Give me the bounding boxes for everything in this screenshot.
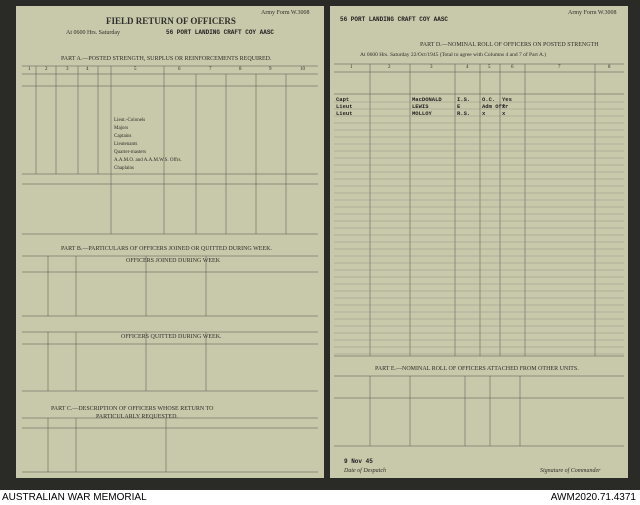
rank: Quarter-masters <box>114 150 147 155</box>
rank: A.A.M.O. and A.A.M.W.S. Offrs. <box>114 158 182 163</box>
rank: Lieutenants <box>114 142 138 147</box>
accession-number: AWM2020.71.4371 <box>550 492 636 503</box>
archive-name: AUSTRALIAN WAR MEMORIAL <box>2 492 147 503</box>
roll-entry: Lieut <box>336 103 353 110</box>
roll-entry: Lieut <box>336 110 353 117</box>
rank: Captains <box>114 134 132 139</box>
roll-entry: Capt <box>336 96 350 103</box>
scan: Army Form W.3008 FIELD RETURN OF OFFICER… <box>0 0 640 490</box>
rank: Chaplains <box>114 166 134 171</box>
form-ref: Army Form W.3008 <box>568 10 617 16</box>
subheading: OFFICERS QUITTED DURING WEEK. <box>121 334 222 340</box>
column-number: 7 <box>558 65 561 70</box>
column-number: 2 <box>45 67 48 72</box>
column-number: 6 <box>511 65 514 70</box>
column-number: 5 <box>488 65 491 70</box>
part-heading: PART A.—POSTED STRENGTH, SURPLUS OR REIN… <box>61 56 272 62</box>
column-number: 10 <box>300 67 305 72</box>
roll-entry: LEWIS <box>412 103 429 110</box>
part-heading: PART C.—DESCRIPTION OF OFFICERS WHOSE RE… <box>51 406 214 412</box>
column-number: 3 <box>66 67 69 72</box>
column-number: 6 <box>178 67 181 72</box>
unit: 56 PORT LANDING CRAFT COY AASC <box>166 29 275 36</box>
rank: Majors <box>114 126 129 131</box>
column-number: 3 <box>430 65 433 70</box>
left-page: Army Form W.3008 FIELD RETURN OF OFFICER… <box>16 6 324 478</box>
column-number: 4 <box>466 65 469 70</box>
roll-entry: I.S. <box>457 96 471 103</box>
unit: 56 PORT LANDING CRAFT COY AASC <box>340 16 449 23</box>
roll-entry: E <box>457 103 461 110</box>
date-line: At 0600 Hrs. Saturday <box>66 30 120 36</box>
right-page: 56 PORT LANDING CRAFT COY AASC Army Form… <box>330 6 628 478</box>
part-heading: PART B.—PARTICULARS OF OFFICERS JOINED O… <box>61 246 272 252</box>
right-rules <box>334 63 624 447</box>
roll-entry: x <box>502 110 506 117</box>
rank: Lieut.-Colonels <box>114 118 146 123</box>
roll-entry: x <box>502 103 506 110</box>
column-number: 4 <box>86 67 89 72</box>
signature-label: Signature of Commander <box>540 468 601 474</box>
column-number: 1 <box>28 67 31 72</box>
column-number: 9 <box>269 67 272 72</box>
roll-entry: x <box>482 110 486 117</box>
roll-entry: Yes <box>502 96 512 103</box>
column-number: 8 <box>608 65 611 70</box>
footer: AUSTRALIAN WAR MEMORIAL AWM2020.71.4371 <box>0 490 640 505</box>
subheading: OFFICERS JOINED DURING WEEK <box>126 258 221 264</box>
part-heading: PART D.—NOMINAL ROLL OF OFFICERS ON POST… <box>420 42 599 48</box>
form-ref: Army Form W.3008 <box>261 10 310 16</box>
part-heading: PART E.—NOMINAL ROLL OF OFFICERS ATTACHE… <box>375 366 579 372</box>
form-title: FIELD RETURN OF OFFICERS <box>106 16 236 26</box>
roll-entry: MacDONALD <box>412 96 442 103</box>
column-number: 2 <box>388 65 391 70</box>
column-number: 8 <box>239 67 242 72</box>
column-number: 5 <box>134 67 137 72</box>
column-number: 7 <box>209 67 212 72</box>
roll-entry: O.C. <box>482 96 496 103</box>
date-line: At 0600 Hrs. Saturday 22/Oct/1945 (Total… <box>360 52 547 58</box>
roll-entry: MOLLOY <box>412 110 432 117</box>
despatch-label: Date of Despatch <box>344 468 386 474</box>
left-rules <box>22 65 318 473</box>
column-number: 1 <box>350 65 353 70</box>
part-heading: PARTICULARLY REQUESTED. <box>96 414 178 420</box>
despatch-date: 9 Nov 45 <box>344 458 373 465</box>
roll-entry: R.S. <box>457 110 471 117</box>
roll-entry: Adm Offr <box>482 103 509 110</box>
